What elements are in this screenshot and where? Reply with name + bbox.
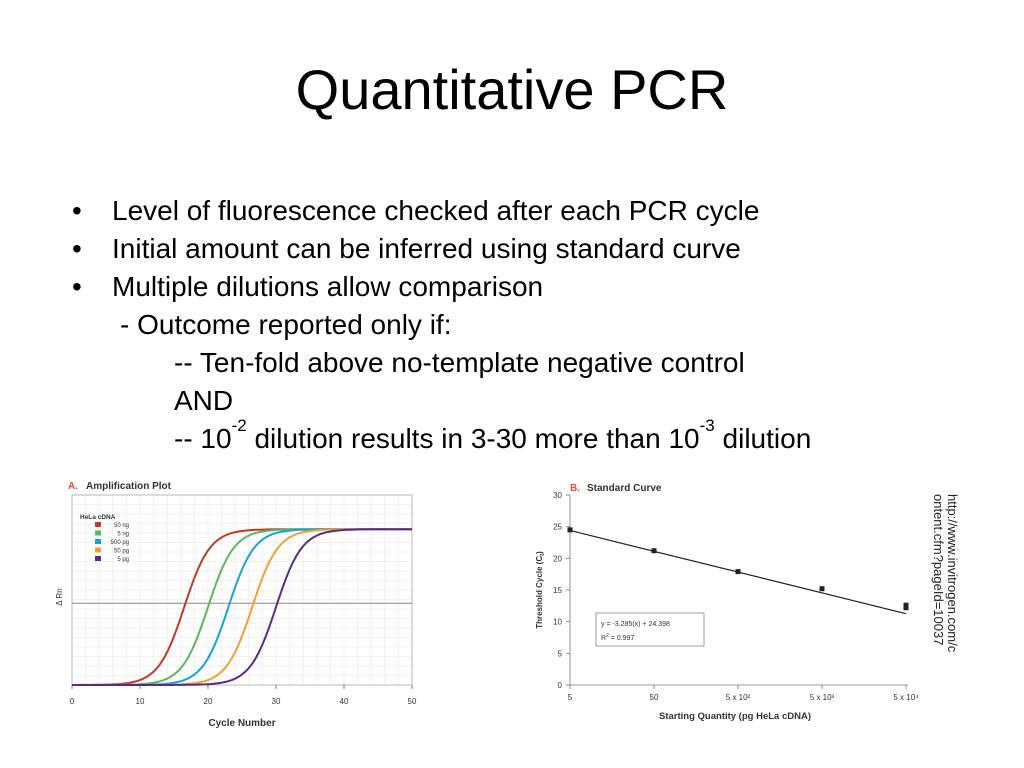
std-data-point	[567, 527, 573, 533]
std-x-tick-label: 5 x 10³	[810, 693, 835, 702]
amp-legend-label: 5 pg	[117, 557, 129, 563]
amp-legend-label: 50 pg	[114, 549, 129, 555]
amp-legend-label: 500 pg	[111, 540, 129, 546]
std-x-tick-label: 50	[650, 693, 659, 702]
amp-curves	[72, 528, 412, 686]
std-data-point	[903, 605, 909, 611]
std-data-point	[651, 548, 657, 554]
std-x-tick-label: 5 x 10²	[726, 693, 751, 702]
amp-chart-title: Amplification Plot	[86, 481, 172, 492]
amp-x-axis-label: Cycle Number	[208, 718, 275, 729]
amp-curve-5-pg	[72, 528, 412, 686]
amp-x-tick-label: 0	[70, 697, 75, 706]
std-y-tick-label: 25	[553, 523, 562, 532]
bullet-text: Multiple dilutions allow comparison	[112, 271, 544, 302]
sub-bullet-dilution: -- 10-2 dilution results in 3-30 more th…	[72, 416, 992, 458]
bullet-list: • Level of fluorescence checked after eac…	[72, 192, 992, 458]
std-x-axis-label: Starting Quantity (pg HeLa cDNA)	[659, 711, 811, 722]
amp-legend-swatch	[95, 556, 101, 561]
bullet-text: Initial amount can be inferred using sta…	[112, 233, 741, 264]
sub-bullet-ten-fold: -- Ten-fold above no-template negative c…	[174, 347, 745, 378]
r2-exponent: 2	[606, 633, 609, 639]
r2-base: R	[601, 635, 606, 642]
amp-legend: HeLa cDNA 50 ng 5 ng 500 pg 50 pg 5 pg	[80, 514, 129, 563]
std-y-tick-label: 5	[558, 649, 563, 658]
std-data-point	[735, 569, 741, 575]
amp-x-tick-label: 20	[204, 697, 213, 706]
std-panel-label: B.	[570, 483, 580, 494]
std-y-tick-label: 30	[553, 491, 562, 500]
sub-bullet-and: AND	[174, 385, 234, 416]
std-y-tick-label: 0	[558, 681, 563, 690]
dilution-text-1: -- 10	[174, 423, 232, 454]
bullet-item: • Level of fluorescence checked after eac…	[72, 192, 992, 230]
amp-legend-title: HeLa cDNA	[80, 514, 116, 521]
bullet-dot-icon: •	[72, 195, 82, 226]
dilution-exponent-1: -2	[231, 416, 247, 435]
std-y-axis-label: Threshold Cycle (Ct)	[535, 551, 546, 629]
std-x-tick-label: 5 x 10⁴	[893, 693, 919, 702]
std-data-point	[819, 586, 825, 592]
dilution-exponent-2: -3	[699, 416, 715, 435]
amp-y-axis-label: Δ Rn	[55, 588, 64, 605]
amp-legend-label: 50 ng	[114, 523, 129, 529]
amp-legend-swatch	[95, 539, 101, 544]
std-y-label-sub: t	[540, 554, 546, 556]
std-y-label-end: )	[535, 551, 544, 554]
std-y-label-main: Threshold Cycle (C	[535, 556, 544, 629]
source-credit: http://www.invitrogen.com/c ontent.cfm?p…	[931, 494, 960, 653]
amp-x-tick-label: 10	[136, 697, 145, 706]
std-y-tick-label: 20	[553, 554, 562, 563]
std-chart-title: Standard Curve	[587, 483, 662, 494]
amp-legend-swatch	[95, 522, 101, 527]
std-y-ticks: 0 5 10 15 20 25 30	[553, 491, 570, 690]
fit-r-squared: R2 = 0.997	[601, 633, 634, 642]
std-y-tick-label: 15	[553, 586, 562, 595]
amp-x-ticks: 0 10 20 30 40 50	[70, 685, 417, 706]
bullet-text: Level of fluorescence checked after each…	[112, 195, 760, 226]
std-y-tick-label: 10	[553, 618, 562, 627]
credit-line-2[interactable]: ontent.cfm?pageId=10037	[931, 494, 946, 645]
bullet-dot-icon: •	[72, 233, 82, 264]
amp-legend-swatch	[95, 547, 101, 553]
fit-equation: y = -3.285(x) + 24.398	[601, 621, 670, 628]
slide-title: Quantitative PCR	[295, 58, 729, 121]
std-data-point	[903, 602, 909, 608]
std-x-tick-label: 5	[568, 693, 573, 702]
dilution-text-2: dilution results in 3-30 more than 10	[246, 423, 700, 454]
r2-value: = 0.997	[609, 635, 635, 642]
std-x-ticks: 5 50 5 x 10² 5 x 10³ 5 x 10⁴	[568, 685, 919, 702]
credit-line-1[interactable]: http://www.invitrogen.com/c	[945, 494, 960, 653]
equation-box	[595, 612, 705, 647]
amp-plot-frame	[71, 494, 413, 686]
amp-legend-label: 5 ng	[117, 532, 129, 538]
std-points	[567, 527, 909, 611]
amp-legend-swatch	[95, 530, 101, 536]
amp-x-tick-label: 50	[408, 697, 417, 706]
sub-bullet-outcome: - Outcome reported only if:	[120, 309, 452, 340]
amp-panel-label: A.	[68, 481, 78, 492]
dilution-text-3: dilution	[714, 423, 812, 454]
amp-x-tick-label: 30	[272, 697, 281, 706]
amp-x-tick-label: 40	[340, 697, 349, 706]
bullet-item: • Initial amount can be inferred using st…	[72, 230, 992, 268]
amplification-plot: A. Amplification Plot 0 10 20 30 40 50 Cycle …	[55, 481, 417, 729]
bullet-item: • Multiple dilutions allow comparison	[72, 268, 992, 306]
bullet-dot-icon: •	[72, 271, 82, 302]
